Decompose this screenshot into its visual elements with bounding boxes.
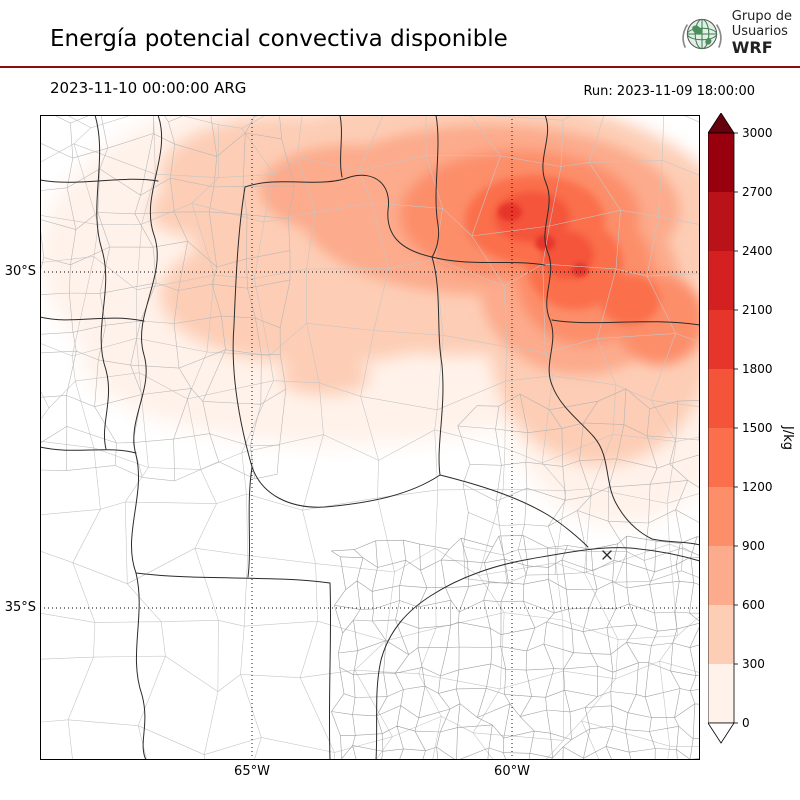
globe-icon bbox=[682, 18, 722, 49]
map-frame bbox=[40, 115, 700, 760]
lat-label-30s: 30°S bbox=[4, 264, 36, 279]
city-marker bbox=[602, 550, 612, 560]
header-divider bbox=[0, 66, 800, 68]
logo-org-line2: Usuarios bbox=[731, 23, 788, 39]
wrf-users-group-logo: Grupo de Usuarios WRF bbox=[679, 9, 792, 58]
lon-label-65w: 65°W bbox=[234, 764, 270, 779]
logo-text: Grupo de Usuarios WRF bbox=[731, 9, 792, 58]
svg-text:2100: 2100 bbox=[742, 303, 773, 317]
colorbar-under-arrow bbox=[707, 722, 735, 744]
colorbar: 3000 2700 2400 2100 1800 1500 1200 900 6… bbox=[707, 112, 798, 751]
svg-text:1500: 1500 bbox=[742, 421, 773, 435]
map-panel bbox=[40, 115, 700, 760]
svg-text:900: 900 bbox=[742, 539, 765, 553]
logo-org-line1: Grupo de bbox=[731, 9, 792, 24]
colorbar-svg: 3000 2700 2400 2100 1800 1500 1200 900 6… bbox=[707, 112, 795, 744]
svg-text:3000: 3000 bbox=[742, 126, 773, 140]
cape-map bbox=[40, 115, 700, 760]
wrf-logo-text: WRF bbox=[731, 38, 773, 58]
colorbar-unit-label: J/kg bbox=[780, 425, 795, 450]
svg-text:2700: 2700 bbox=[742, 185, 773, 199]
colorbar-tick-labels: 3000 2700 2400 2100 1800 1500 1200 900 6… bbox=[742, 126, 773, 730]
svg-text:1800: 1800 bbox=[742, 362, 773, 376]
colorbar-bands bbox=[708, 133, 734, 723]
colorbar-over-arrow bbox=[707, 112, 735, 134]
colorbar-tick-marks bbox=[734, 132, 738, 724]
model-run-label: Run: 2023-11-09 18:00:00 bbox=[583, 84, 755, 99]
lon-label-60w: 60°W bbox=[494, 764, 530, 779]
lat-label-35s: 35°S bbox=[4, 600, 36, 615]
page-title: Energía potencial convectiva disponible bbox=[50, 26, 508, 52]
province-boundaries bbox=[40, 115, 700, 760]
svg-text:600: 600 bbox=[742, 598, 765, 612]
svg-text:300: 300 bbox=[742, 657, 765, 671]
cape-fill-contours bbox=[40, 115, 700, 525]
svg-text:1200: 1200 bbox=[742, 480, 773, 494]
svg-text:0: 0 bbox=[742, 716, 750, 730]
svg-text:2400: 2400 bbox=[742, 244, 773, 258]
valid-time-label: 2023-11-10 00:00:00 ARG bbox=[50, 79, 247, 97]
